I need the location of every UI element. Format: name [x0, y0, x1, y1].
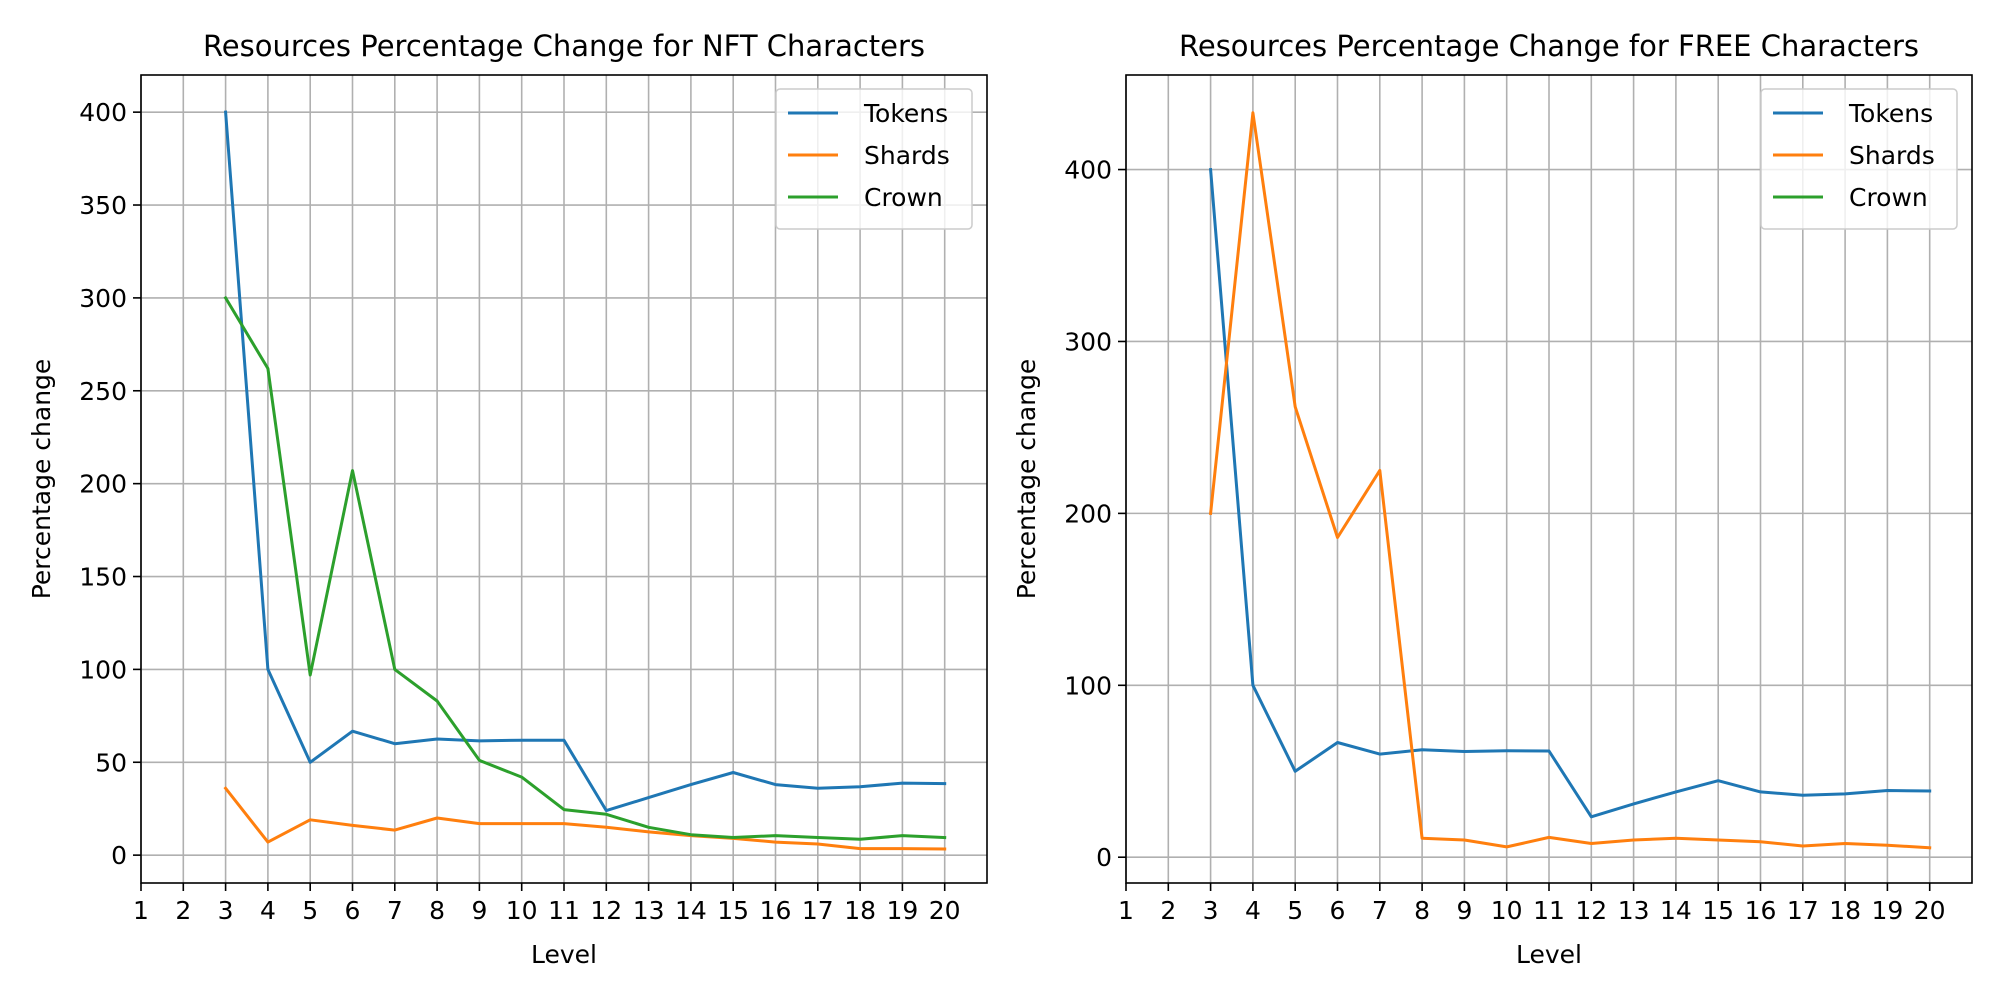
series-layer [223, 110, 947, 851]
x-tick-label: 2 [175, 896, 191, 925]
x-tick-label: 14 [1660, 896, 1692, 925]
legend-label-crown: Crown [864, 183, 943, 212]
y-tick-label: 300 [1064, 327, 1112, 356]
x-tick-label: 18 [1829, 896, 1861, 925]
x-tick-label: 20 [929, 896, 961, 925]
x-tick-label: 12 [590, 896, 622, 925]
series-layer [1208, 111, 1932, 850]
legend-label-shards: Shards [1849, 141, 1935, 170]
x-tick-label: 11 [1533, 896, 1565, 925]
y-tick-label: 100 [79, 655, 127, 684]
y-axis-label: Percentage change [1012, 359, 1041, 600]
x-tick-label: 8 [429, 896, 445, 925]
x-axis-label: Level [1516, 940, 1582, 969]
y-tick-label: 100 [1064, 671, 1112, 700]
x-tick-label: 16 [760, 896, 792, 925]
legend: Tokens Shards Crown [1760, 88, 1958, 230]
y-tick-label: 350 [79, 191, 127, 220]
x-tick-label: 11 [548, 896, 580, 925]
x-tick-label: 6 [345, 896, 361, 925]
x-tick-label: 13 [633, 896, 665, 925]
legend-label-crown: Crown [1849, 183, 1928, 212]
axes-layer: 1 2 3 4 5 6 7 8 9 10 11 12 13 14 15 16 17 18 19 20050100150… [79, 74, 988, 925]
x-tick-label: 4 [260, 896, 276, 925]
chart-title: Resources Percentage Change for NFT Char… [203, 29, 925, 63]
x-tick-label: 3 [1203, 896, 1219, 925]
x-tick-label: 12 [1575, 896, 1607, 925]
x-tick-label: 14 [675, 896, 707, 925]
series-line-shards [1208, 111, 1932, 850]
x-axis-label: Level [531, 940, 597, 969]
legend-label-shards: Shards [864, 141, 950, 170]
x-tick-label: 9 [471, 896, 487, 925]
x-tick-label: 1 [133, 896, 149, 925]
axes-layer: 1 2 3 4 5 6 7 8 9 10 11 12 13 14 15 16 17 18 19 20010020030… [1064, 74, 1973, 925]
y-tick-label: 50 [95, 748, 127, 777]
x-tick-label: 9 [1456, 896, 1472, 925]
series-line-shards [223, 786, 947, 851]
legend: Tokens Shards Crown [775, 88, 973, 230]
x-tick-label: 6 [1330, 896, 1346, 925]
y-tick-label: 150 [79, 563, 127, 592]
x-tick-label: 1 [1118, 896, 1134, 925]
chart-free: Resources Percentage Change for FREE Cha… [1012, 29, 1973, 969]
y-tick-label: 300 [79, 284, 127, 313]
y-tick-label: 0 [1096, 843, 1112, 872]
x-tick-label: 4 [1245, 896, 1261, 925]
x-tick-label: 19 [1871, 896, 1903, 925]
series-line-crown [223, 295, 947, 841]
chart-title: Resources Percentage Change for FREE Cha… [1179, 29, 1919, 63]
y-axis-label: Percentage change [27, 359, 56, 600]
x-tick-label: 2 [1160, 896, 1176, 925]
x-tick-label: 16 [1745, 896, 1777, 925]
x-tick-label: 15 [1702, 896, 1734, 925]
x-tick-label: 17 [1787, 896, 1819, 925]
x-tick-label: 15 [717, 896, 749, 925]
series-line-tokens [223, 110, 947, 813]
legend-label-tokens: Tokens [863, 99, 948, 128]
y-tick-label: 200 [1064, 499, 1112, 528]
x-tick-label: 18 [844, 896, 876, 925]
legend-label-tokens: Tokens [1848, 99, 1933, 128]
x-tick-label: 19 [886, 896, 918, 925]
x-tick-label: 13 [1618, 896, 1650, 925]
y-tick-label: 400 [1064, 156, 1112, 185]
y-tick-label: 0 [111, 841, 127, 870]
x-tick-label: 10 [1491, 896, 1523, 925]
grid-layer [140, 75, 987, 883]
y-tick-label: 200 [79, 470, 127, 499]
x-tick-label: 7 [387, 896, 403, 925]
legend-box [1760, 88, 1958, 230]
x-tick-label: 8 [1414, 896, 1430, 925]
y-tick-label: 400 [79, 98, 127, 127]
x-tick-label: 10 [506, 896, 538, 925]
x-tick-label: 3 [218, 896, 234, 925]
series-line-tokens [1208, 167, 1932, 819]
x-tick-label: 17 [802, 896, 834, 925]
chart-nft: Resources Percentage Change for NFT Char… [27, 29, 988, 969]
legend-box [775, 88, 973, 230]
x-tick-label: 5 [302, 896, 318, 925]
x-tick-label: 5 [1287, 896, 1303, 925]
y-tick-label: 250 [79, 377, 127, 406]
x-tick-label: 20 [1914, 896, 1946, 925]
x-tick-label: 7 [1372, 896, 1388, 925]
